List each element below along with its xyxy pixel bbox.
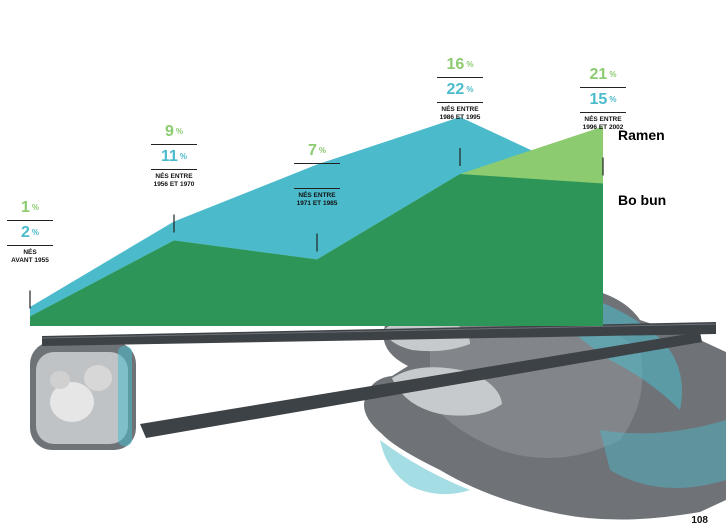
legend-ramen-label: Ramen: [618, 127, 665, 143]
sushi-roll-icon: [30, 342, 136, 450]
divider: [580, 86, 626, 88]
divider: [580, 111, 626, 113]
ramen-value: 7%: [307, 141, 327, 159]
page-number: 108: [691, 515, 708, 526]
ramen-value: 21%: [589, 65, 617, 83]
divider: [437, 77, 483, 79]
bobun-value: 17%: [303, 166, 331, 184]
legend-bobun: Bo bun: [618, 192, 666, 208]
generation-label: 7% 17% NÉS ENTRE 1971 ET 1985: [277, 142, 357, 208]
divider: [151, 143, 197, 145]
generation-label: 16% 22% NÉS ENTRE 1986 ET 1995: [420, 56, 500, 122]
ramen-value: 1%: [20, 198, 40, 216]
divider: [151, 168, 197, 170]
generation-caption: NÉS AVANT 1955: [11, 248, 49, 264]
bobun-value: 22%: [446, 81, 474, 99]
divider: [294, 187, 340, 189]
divider: [437, 102, 483, 104]
bobun-value: 2%: [20, 223, 40, 241]
generation-caption: NÉS ENTRE 1971 ET 1985: [296, 191, 338, 207]
generation-label: 1% 2% NÉS AVANT 1955: [0, 199, 70, 265]
ramen-value: 16%: [446, 56, 474, 74]
generation-caption: NÉS ENTRE 1996 ET 2002: [582, 115, 624, 131]
generation-caption: NÉS ENTRE 1986 ET 1995: [439, 106, 481, 122]
area-overlap: [30, 174, 603, 326]
legend-ramen: Ramen: [618, 127, 665, 143]
generation-caption: NÉS ENTRE 1956 ET 1970: [153, 172, 195, 188]
divider: [7, 219, 53, 221]
divider: [294, 162, 340, 164]
generation-label: 21% 15% NÉS ENTRE 1996 ET 2002: [563, 66, 643, 132]
generation-label: 9% 11% NÉS ENTRE 1956 ET 1970: [134, 123, 214, 189]
chopsticks-icon: [41, 322, 717, 438]
bobun-value: 15%: [589, 90, 617, 108]
bobun-value: 11%: [160, 147, 188, 165]
legend-bobun-label: Bo bun: [618, 192, 667, 208]
chopsticks-hand-illustration: [30, 284, 726, 520]
generation-markers: [29, 148, 604, 309]
ramen-value: 9%: [164, 122, 184, 140]
divider: [7, 244, 53, 246]
area-series-group: [30, 117, 603, 326]
